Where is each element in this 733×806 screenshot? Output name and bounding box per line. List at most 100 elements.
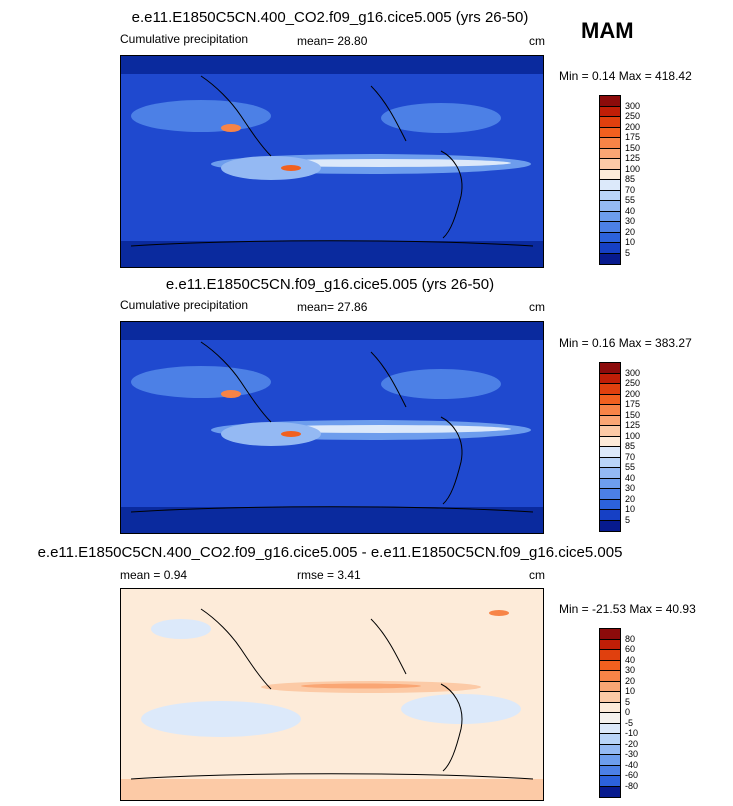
colorbar-segment (600, 639, 620, 650)
map-negative-region-north (151, 619, 211, 639)
colorbar-tick-label: 100 (625, 430, 641, 441)
colorbar-tick-label: 150 (625, 409, 641, 420)
colorbar-segment (600, 457, 620, 468)
map-polar-band-north (121, 56, 543, 74)
map-warm-pool (221, 156, 321, 180)
colorbar-segment (600, 520, 620, 531)
map-polar-band-south (121, 507, 543, 533)
colorbar-tick-label: 85 (625, 441, 636, 451)
colorbar-tick-label: 80 (625, 633, 636, 644)
colorbar-segment (600, 394, 620, 405)
colorbar-segment (600, 201, 620, 212)
colorbar-tick-label: 5 (625, 696, 631, 707)
map-coastline-asia (200, 608, 272, 690)
colorbar-tick-label: 10 (625, 686, 636, 696)
panel-2-title: e.e11.E1850C5CN.f09_g16.cice5.005 (yrs 2… (165, 276, 495, 293)
colorbar-tick-label: 20 (625, 493, 636, 504)
colorbar-segment (600, 702, 620, 713)
map-coastline-south-america (440, 416, 463, 505)
colorbar-tick-label: -10 (625, 728, 639, 738)
map-coastline-north-america (370, 351, 407, 408)
colorbar-tick-label: -80 (625, 780, 639, 791)
map-coastline-antarctica (130, 506, 534, 513)
colorbar-tick-label: 55 (625, 462, 636, 472)
panel-2-variable-label: Cumulative precipitation (120, 298, 249, 312)
colorbar-tick-label: 100 (625, 163, 641, 174)
colorbar-segment (600, 660, 620, 671)
map-storm-track-atlantic (381, 369, 501, 399)
panel-2-colorbar (599, 362, 621, 532)
colorbar-segment (600, 723, 620, 734)
colorbar-segment (600, 744, 620, 755)
colorbar-segment (600, 755, 620, 766)
map-positive-core (301, 683, 421, 689)
panel-1-map (120, 55, 544, 268)
colorbar-tick-label: 250 (625, 378, 641, 388)
colorbar-segment (600, 106, 620, 117)
colorbar-tick-label: 150 (625, 142, 641, 153)
colorbar-segment (600, 734, 620, 745)
colorbar-tick-label: 0 (625, 707, 631, 717)
colorbar-segment (600, 243, 620, 254)
colorbar-tick-label: 10 (625, 237, 636, 247)
colorbar-tick-label: 40 (625, 654, 636, 665)
colorbar-segment (600, 363, 620, 374)
colorbar-tick-label: 175 (625, 132, 641, 142)
panel-3-rmse: rmse = 3.41 (297, 568, 361, 582)
panel-2-map (120, 321, 544, 534)
colorbar-tick-label: 300 (625, 100, 641, 111)
colorbar-tick-label: 70 (625, 451, 636, 462)
map-coastline-south-america (440, 150, 463, 239)
colorbar-tick-label: 60 (625, 644, 636, 654)
colorbar-segment (600, 681, 620, 692)
colorbar-segment (600, 499, 620, 510)
panel-2-minmax: Min = 0.16 Max = 383.27 (559, 336, 692, 350)
colorbar-tick-label: 40 (625, 472, 636, 483)
panel-2-mean: mean= 27.86 (297, 300, 368, 314)
map-rain-max-asia (221, 124, 241, 132)
panel-3-title: e.e11.E1850C5CN.400_CO2.f09_g16.cice5.00… (37, 544, 623, 561)
colorbar-tick-label: -30 (625, 749, 639, 759)
colorbar-tick-label: 20 (625, 226, 636, 237)
colorbar-segment (600, 436, 620, 447)
map-coastline-south-america (440, 683, 463, 772)
colorbar-segment (600, 765, 620, 776)
map-coastline-antarctica (130, 240, 534, 247)
colorbar-tick-label: 30 (625, 665, 636, 675)
colorbar-segment (600, 692, 620, 703)
colorbar-segment (600, 415, 620, 426)
panel-3-colorbar (599, 628, 621, 798)
map-positive-max-greenland (489, 610, 509, 616)
colorbar-segment (600, 713, 620, 724)
colorbar-tick-label: -40 (625, 759, 639, 770)
colorbar-tick-label: 55 (625, 195, 636, 205)
colorbar-tick-label: 30 (625, 483, 636, 493)
panel-1-variable-label: Cumulative precipitation (120, 32, 249, 46)
colorbar-segment (600, 211, 620, 222)
colorbar-segment (600, 447, 620, 458)
colorbar-tick-label: 40 (625, 205, 636, 216)
map-rain-max-maritime (281, 165, 301, 171)
colorbar-segment (600, 169, 620, 180)
map-positive-southern (121, 779, 543, 800)
colorbar-tick-label: -60 (625, 770, 639, 780)
map-rain-max-asia (221, 390, 241, 398)
colorbar-segment (600, 384, 620, 395)
season-label: MAM (581, 18, 634, 43)
colorbar-segment (600, 232, 620, 243)
colorbar-segment (600, 148, 620, 159)
colorbar-tick-label: 250 (625, 111, 641, 121)
colorbar-tick-label: 5 (625, 247, 631, 258)
colorbar-tick-label: -5 (625, 717, 634, 728)
map-coastline-asia (200, 75, 272, 157)
map-storm-track-pacific (131, 366, 271, 398)
map-coastline-north-america (370, 618, 407, 675)
colorbar-segment (600, 489, 620, 500)
colorbar-segment (600, 650, 620, 661)
panel-1-colorbar (599, 95, 621, 265)
colorbar-tick-label: 5 (625, 514, 631, 525)
map-coastline-antarctica (130, 773, 534, 780)
colorbar-segment (600, 405, 620, 416)
colorbar-segment (600, 190, 620, 201)
panel-1-mean: mean= 28.80 (297, 34, 368, 48)
